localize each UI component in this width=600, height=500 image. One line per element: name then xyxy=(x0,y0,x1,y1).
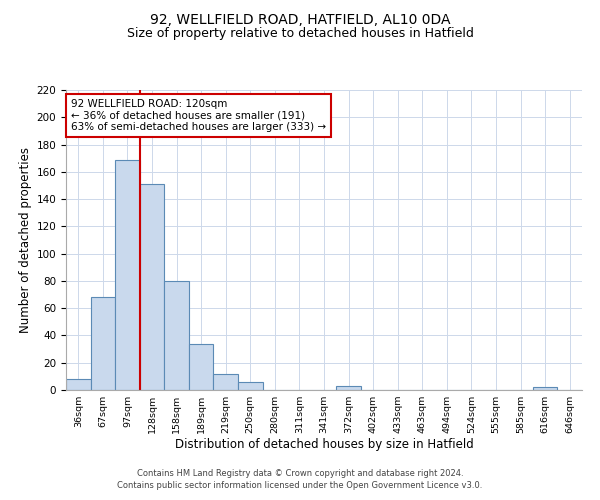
Bar xyxy=(189,344,214,390)
Bar xyxy=(214,374,238,390)
Bar xyxy=(140,184,164,390)
Bar xyxy=(533,388,557,390)
Bar xyxy=(238,382,263,390)
Bar xyxy=(91,298,115,390)
Text: Contains public sector information licensed under the Open Government Licence v3: Contains public sector information licen… xyxy=(118,481,482,490)
Y-axis label: Number of detached properties: Number of detached properties xyxy=(19,147,32,333)
Bar xyxy=(164,281,189,390)
Text: Contains HM Land Registry data © Crown copyright and database right 2024.: Contains HM Land Registry data © Crown c… xyxy=(137,468,463,477)
Text: Size of property relative to detached houses in Hatfield: Size of property relative to detached ho… xyxy=(127,28,473,40)
X-axis label: Distribution of detached houses by size in Hatfield: Distribution of detached houses by size … xyxy=(175,438,473,450)
Bar xyxy=(336,386,361,390)
Bar xyxy=(66,379,91,390)
Bar xyxy=(115,160,140,390)
Text: 92, WELLFIELD ROAD, HATFIELD, AL10 0DA: 92, WELLFIELD ROAD, HATFIELD, AL10 0DA xyxy=(150,12,450,26)
Text: 92 WELLFIELD ROAD: 120sqm
← 36% of detached houses are smaller (191)
63% of semi: 92 WELLFIELD ROAD: 120sqm ← 36% of detac… xyxy=(71,99,326,132)
